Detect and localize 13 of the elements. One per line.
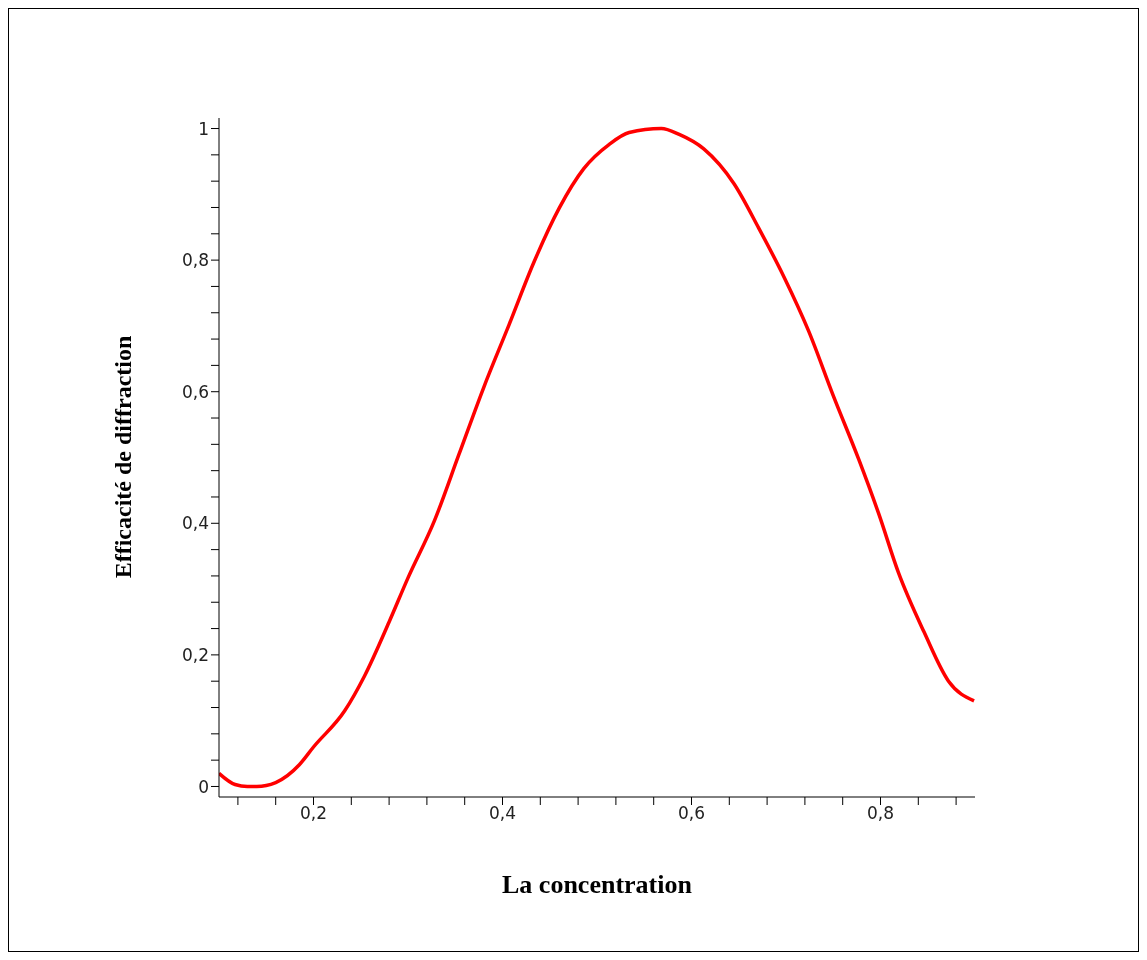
y-tick-label: 0,6: [181, 381, 209, 402]
y-tick-label: 0,4: [181, 513, 209, 534]
y-tick-label: 1: [198, 118, 209, 139]
y-tick-label: 0,2: [181, 644, 209, 665]
x-tick-label: 0,8: [866, 803, 895, 824]
y-tick-label: 0: [198, 776, 209, 797]
x-tick-label: 0,6: [677, 803, 706, 824]
x-axis-title: La concentration: [501, 870, 693, 900]
y-axis-title: Efficacité de diffraction: [109, 335, 137, 579]
x-tick-label: 0,2: [299, 803, 328, 824]
y-tick-label: 0,8: [181, 250, 209, 271]
line-series: [219, 126, 975, 789]
x-tick-label: 0,4: [488, 803, 517, 824]
